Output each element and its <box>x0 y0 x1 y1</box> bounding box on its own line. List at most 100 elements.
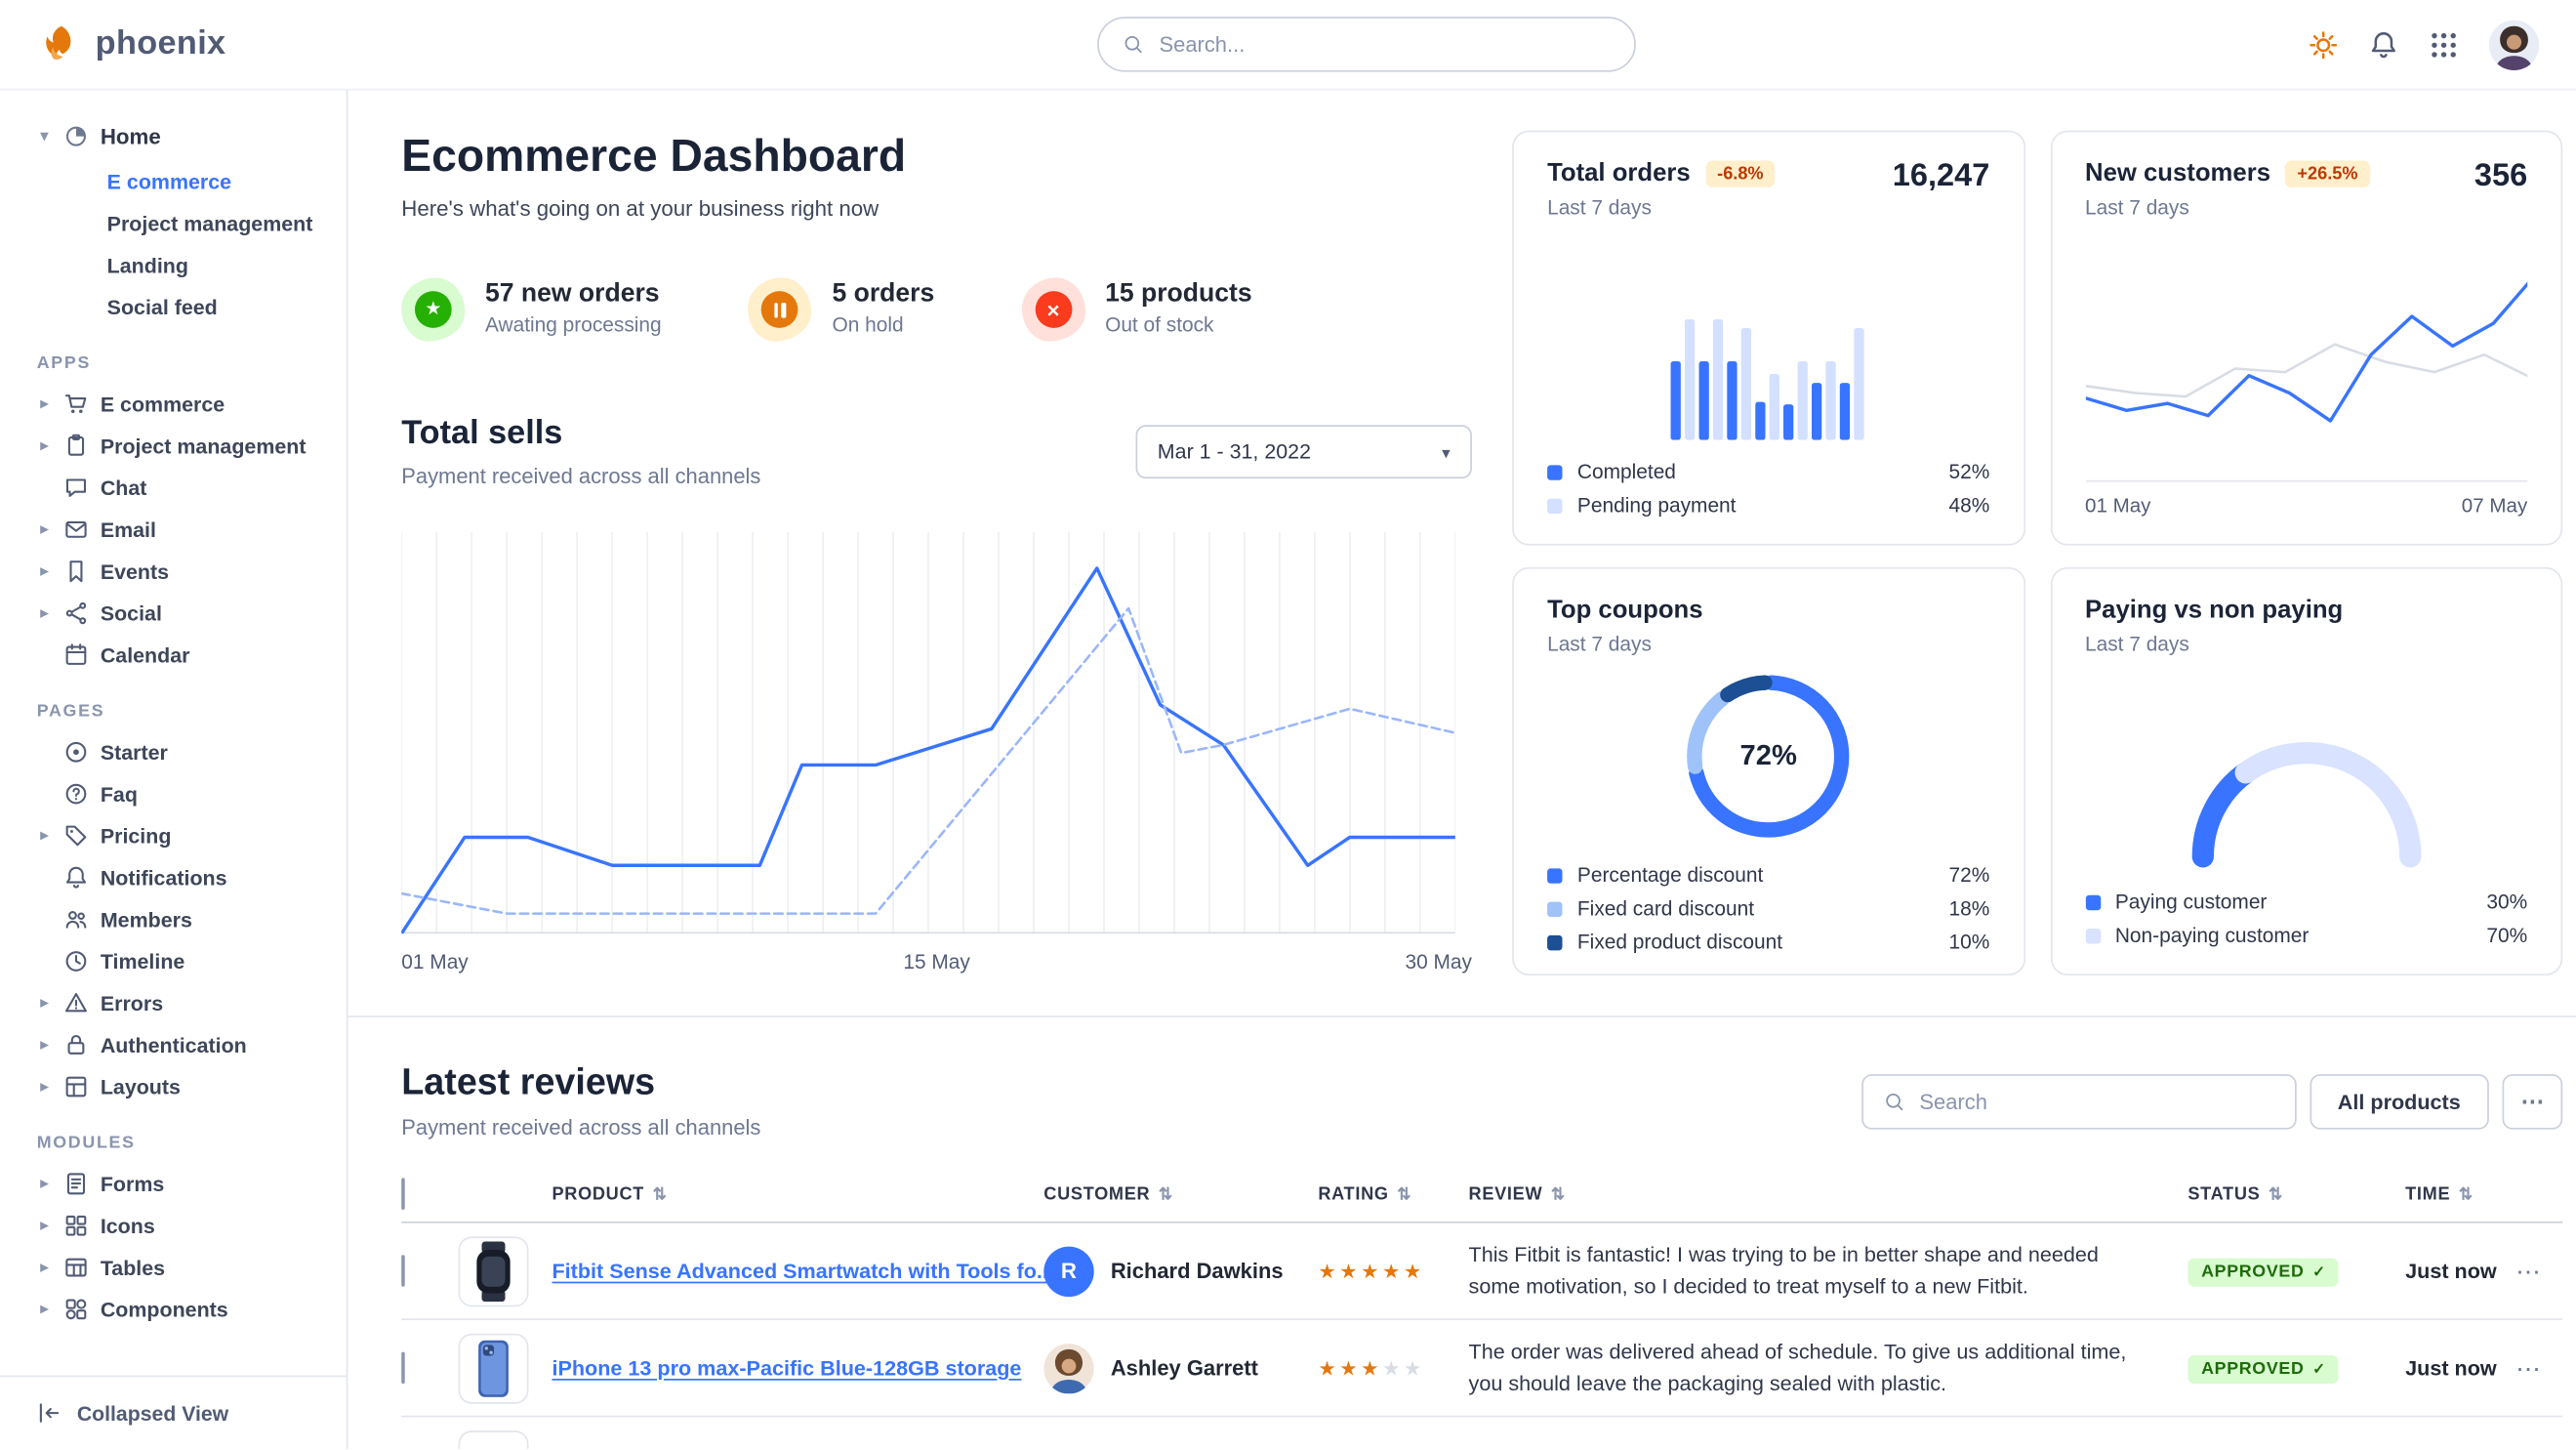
smartwatch-thumbnail <box>476 1240 511 1302</box>
sidebar-item-timeline[interactable]: Timeline <box>37 940 330 982</box>
notifications-button[interactable] <box>2368 29 2398 60</box>
latest-reviews-section: Latest reviews Payment received across a… <box>348 1017 2576 1449</box>
stat-caption: Awating processing <box>484 312 662 337</box>
change-badge: -6.8% <box>1705 159 1776 187</box>
sidebar-nav: Home E commerce Project management Landi… <box>0 110 347 1375</box>
sidebar-item-tables[interactable]: Tables <box>37 1247 330 1289</box>
card-title: Top coupons <box>1547 596 1703 625</box>
orders-bar-chart <box>1547 219 1989 460</box>
row-actions-button[interactable] <box>2515 1352 2562 1383</box>
sidebar-item-icons[interactable]: Icons <box>37 1205 330 1247</box>
table-header-row: PRODUCT CUSTOMER RATING REVIEW STATUS TI… <box>401 1166 2563 1223</box>
chevron-right-icon <box>37 394 52 413</box>
topbar: phoenix <box>0 0 2576 91</box>
iphone-thumbnail <box>478 1339 509 1396</box>
global-search-input[interactable] <box>1159 31 1612 58</box>
star-icon <box>401 277 466 342</box>
product-link[interactable]: Fitbit Sense Advanced Smartwatch with To… <box>552 1259 1054 1283</box>
sidebar-item-forms[interactable]: Forms <box>37 1163 330 1205</box>
bell-icon <box>63 865 89 891</box>
sidebar-item-authentication[interactable]: Authentication <box>37 1024 330 1066</box>
sidebar-item-home[interactable]: Home <box>37 110 330 160</box>
card-caption: Last 7 days <box>1547 195 1652 220</box>
phoenix-logo[interactable]: phoenix <box>37 22 226 66</box>
chevron-right-icon <box>37 1036 52 1055</box>
main-content: Ecommerce Dashboard Here's what's going … <box>348 91 2576 1449</box>
sidebar-item-events[interactable]: Events <box>37 551 330 593</box>
column-header-rating[interactable]: RATING <box>1318 1183 1468 1204</box>
sidebar-item-chat[interactable]: Chat <box>37 467 330 509</box>
row-checkbox[interactable] <box>401 1254 405 1286</box>
sidebar-item-pricing[interactable]: Pricing <box>37 815 330 857</box>
cart-icon <box>63 392 89 417</box>
page-title: Ecommerce Dashboard <box>401 130 907 182</box>
row-checkbox[interactable] <box>401 1350 405 1384</box>
sidebar-item-project-management-page[interactable]: Project management <box>106 211 313 235</box>
top-coupons-card: Top coupons Last 7 days 72% Percentage d… <box>1512 566 2025 976</box>
column-header-status[interactable]: STATUS <box>2188 1183 2405 1204</box>
stat-caption: Out of stock <box>1105 312 1214 337</box>
sort-icon <box>2269 1183 2283 1204</box>
legend-swatch <box>1547 464 1563 479</box>
x-axis-label: 01 May <box>2085 493 2151 518</box>
change-badge: +26.5% <box>2285 159 2370 187</box>
sidebar-item-members[interactable]: Members <box>37 898 330 940</box>
select-all-checkbox[interactable] <box>401 1177 405 1210</box>
collapse-sidebar-button[interactable]: Collapsed View <box>0 1375 347 1449</box>
question-icon <box>63 781 89 807</box>
row-actions-button[interactable] <box>2515 1256 2562 1286</box>
stat-value: 15 products <box>1105 279 1252 309</box>
column-header-time[interactable]: TIME <box>2405 1183 2515 1204</box>
column-header-review[interactable]: REVIEW <box>1469 1183 2188 1204</box>
x-axis-label: 01 May <box>401 950 469 974</box>
x-axis-label: 15 May <box>903 950 970 974</box>
chevron-down-icon <box>1442 440 1451 464</box>
stat-new-orders: 57 new orders Awating processing <box>401 277 662 342</box>
new-customers-value: 356 <box>2474 158 2528 194</box>
x-axis-label: 30 May <box>1405 950 1472 974</box>
apps-grid-button[interactable] <box>2429 29 2459 60</box>
user-avatar[interactable] <box>2488 19 2540 70</box>
phoenix-logo-icon <box>46 24 71 60</box>
all-products-button[interactable]: All products <box>2309 1074 2489 1130</box>
bar-chart <box>1670 318 1865 440</box>
card-caption: Last 7 days <box>2085 632 2189 656</box>
sidebar-item-email[interactable]: Email <box>37 509 330 551</box>
sidebar-item-starter[interactable]: Starter <box>37 731 330 773</box>
card-title: Paying vs non paying <box>2085 596 2344 625</box>
sidebar-item-notifications[interactable]: Notifications <box>37 856 330 898</box>
pie-chart-icon <box>63 123 89 148</box>
product-link[interactable]: iPhone 13 pro max-Pacific Blue-128GB sto… <box>552 1355 1022 1380</box>
column-header-product[interactable]: PRODUCT <box>552 1183 1043 1204</box>
reviews-more-button[interactable] <box>2502 1074 2563 1130</box>
row-checkbox[interactable] <box>401 1448 405 1449</box>
column-header-customer[interactable]: CUSTOMER <box>1043 1183 1318 1204</box>
sort-icon <box>1551 1183 1566 1204</box>
sort-icon <box>1159 1183 1173 1204</box>
sidebar-item-project-management-app[interactable]: Project management <box>37 425 330 467</box>
chevron-right-icon <box>37 1175 52 1193</box>
sidebar-item-e-commerce-app[interactable]: E commerce <box>37 383 330 425</box>
sidebar-item-components[interactable]: Components <box>37 1288 330 1330</box>
sidebar-item-e-commerce-page[interactable]: E commerce <box>106 169 232 193</box>
table-row: Fitbit Sense Advanced Smartwatch with To… <box>401 1223 2563 1321</box>
sidebar-item-calendar[interactable]: Calendar <box>37 634 330 676</box>
clipboard-icon <box>63 434 89 459</box>
sidebar-item-errors[interactable]: Errors <box>37 982 330 1024</box>
sidebar-item-layouts[interactable]: Layouts <box>37 1066 330 1108</box>
status-badge: APPROVED <box>2188 1258 2340 1287</box>
review-text: This Fitbit is fantastic! I was trying t… <box>1468 1243 2099 1298</box>
components-icon <box>63 1297 89 1322</box>
card-caption: Last 7 days <box>2085 195 2189 220</box>
sidebar-item-faq[interactable]: Faq <box>37 773 330 815</box>
sort-icon <box>653 1183 668 1204</box>
reviews-search-input[interactable] <box>1919 1089 2274 1115</box>
sidebar-item-landing[interactable]: Landing <box>106 253 188 277</box>
sidebar-item-social-feed[interactable]: Social feed <box>106 295 218 319</box>
chevron-down-icon <box>37 126 52 145</box>
theme-toggle-button[interactable] <box>2309 29 2339 60</box>
sidebar-item-social[interactable]: Social <box>37 593 330 635</box>
clock-icon <box>63 949 89 974</box>
date-range-select[interactable]: Mar 1 - 31, 2022 <box>1135 425 1472 479</box>
